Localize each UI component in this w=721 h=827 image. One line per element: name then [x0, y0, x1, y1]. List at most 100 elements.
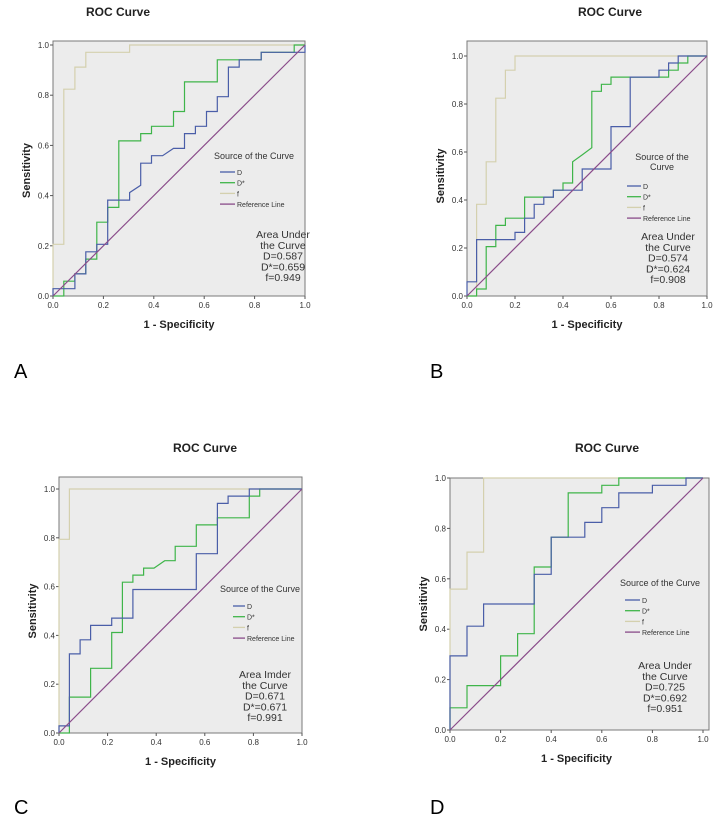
y-tick-label: 0.6: [38, 141, 50, 150]
legend-item: D*: [643, 195, 651, 202]
panel-label: B: [430, 361, 443, 383]
auc-annotation: Area Under: [641, 231, 695, 243]
x-tick-label: 0.6: [199, 301, 211, 310]
plot-area: [58, 476, 303, 734]
roc-line-f: [449, 477, 703, 730]
x-tick-label: 0.8: [248, 738, 260, 747]
auc-annotation: f=0.949: [265, 272, 300, 284]
x-tick-label: 0.2: [509, 301, 521, 310]
roc-line-d-star: [59, 488, 302, 734]
auc-annotation: D=0.725: [645, 682, 685, 694]
x-tick-label: 1.0: [296, 738, 308, 747]
y-axis-label: Sensitivity: [435, 148, 447, 204]
legend-title: Curve: [650, 162, 674, 172]
panel-label: D: [430, 797, 444, 819]
panel-label: A: [14, 361, 28, 383]
y-tick-label: 0.4: [435, 625, 447, 634]
x-tick-label: 0.8: [249, 301, 261, 310]
x-axis-label: 1 - Specificity: [145, 756, 217, 768]
y-axis-label: Sensitivity: [418, 576, 430, 632]
legend-item: D: [642, 598, 647, 605]
legend-item: Reference Line: [643, 216, 691, 223]
y-tick-label: 1.0: [38, 41, 50, 50]
auc-annotation: f=0.951: [647, 703, 682, 715]
y-tick-label: 0.0: [435, 726, 447, 735]
legend-item: D: [643, 184, 648, 191]
legend-item: Reference Line: [642, 630, 690, 637]
auc-annotation: the Curve: [645, 242, 691, 254]
legend-item: f: [247, 625, 249, 632]
y-tick-label: 0.6: [44, 583, 56, 592]
auc-annotation: D*=0.659: [261, 261, 305, 273]
auc-annotation: Area Under: [638, 660, 692, 672]
chart-title: ROC Curve: [86, 5, 150, 19]
x-axis-label: 1 - Specificity: [144, 319, 216, 331]
y-tick-label: 0.0: [452, 292, 464, 301]
y-tick-label: 0.4: [452, 196, 464, 205]
y-tick-label: 0.0: [44, 729, 56, 738]
y-tick-label: 0.6: [435, 575, 447, 584]
auc-annotation: D*=0.624: [646, 263, 690, 275]
legend-item: f: [642, 619, 644, 626]
legend-item: D*: [247, 615, 255, 622]
x-tick-label: 0.4: [557, 301, 569, 310]
roc-line-d-star: [449, 477, 703, 730]
auc-annotation: Area Imder: [239, 669, 291, 681]
legend-title: Source of the: [635, 152, 689, 162]
roc-panel-c: C ROC Curve 0.00.0 0.2 0.2 0.4 0.4 0.6 0.6 0.8 0.8…: [14, 441, 308, 819]
roc-line-f: [52, 44, 305, 296]
y-tick-label: 0.4: [44, 631, 56, 640]
auc-annotation: D=0.574: [648, 253, 688, 265]
y-tick-label: 0.8: [435, 524, 447, 533]
y-tick-label: 0.8: [44, 534, 56, 543]
auc-annotation: D=0.587: [263, 251, 303, 263]
x-axis-label: 1 - Specificity: [552, 319, 624, 331]
legend-title: Source of the Curve: [214, 151, 294, 161]
legend-item: D: [247, 604, 252, 611]
legend-item: D*: [237, 181, 245, 188]
x-tick-label: 0.6: [605, 301, 617, 310]
x-tick-label: 0.0: [461, 301, 473, 310]
x-tick-label: 0.4: [148, 301, 160, 310]
roc-line-f: [58, 488, 302, 733]
x-tick-label: 1.0: [701, 301, 713, 310]
y-tick-label: 0.2: [435, 676, 447, 685]
auc-annotation: the Curve: [642, 671, 688, 683]
y-tick-label: 0.2: [452, 244, 464, 253]
roc-panel-a: A ROC Curve 0.00.0 0.2 0.2 0.4 0.4 0.6 0.6 0.8 0.8…: [14, 5, 311, 383]
panel-label: C: [14, 797, 28, 819]
x-tick-label: 0.0: [47, 301, 59, 310]
y-tick-label: 0.8: [38, 91, 50, 100]
auc-annotation: f=0.908: [650, 274, 685, 286]
legend-title: Source of the Curve: [220, 584, 300, 594]
roc-line-d: [58, 488, 302, 733]
x-tick-label: 0.2: [98, 301, 110, 310]
roc-line-reference-line: [449, 477, 704, 731]
auc-annotation: Area Under: [256, 229, 310, 241]
roc-line-reference-line: [58, 488, 303, 734]
roc-line-reference-line: [466, 55, 708, 297]
x-tick-label: 0.8: [647, 735, 659, 744]
legend-item: Reference Line: [247, 636, 295, 643]
roc-line-reference-line: [52, 44, 306, 297]
x-tick-label: 0.0: [444, 735, 456, 744]
legend-title: Source of the Curve: [620, 578, 700, 588]
y-tick-label: 0.2: [38, 242, 50, 251]
y-tick-label: 1.0: [435, 474, 447, 483]
x-tick-label: 0.4: [151, 738, 163, 747]
y-tick-label: 0.4: [38, 192, 50, 201]
y-tick-label: 1.0: [44, 485, 56, 494]
auc-annotation: f=0.991: [247, 712, 282, 724]
chart-title: ROC Curve: [575, 441, 639, 455]
auc-annotation: the Curve: [242, 680, 288, 692]
x-tick-label: 0.8: [653, 301, 665, 310]
y-tick-label: 0.8: [452, 100, 464, 109]
legend-item: f: [237, 191, 239, 198]
y-tick-label: 0.0: [38, 292, 50, 301]
x-tick-label: 0.2: [495, 735, 507, 744]
roc-panel-d: D ROC Curve 0.00.0 0.2 0.2 0.4 0.4 0.6 0.6 0.8 0.8…: [418, 441, 710, 819]
x-tick-label: 0.6: [596, 735, 608, 744]
legend-item: D: [237, 170, 242, 177]
auc-annotation: the Curve: [260, 240, 306, 252]
